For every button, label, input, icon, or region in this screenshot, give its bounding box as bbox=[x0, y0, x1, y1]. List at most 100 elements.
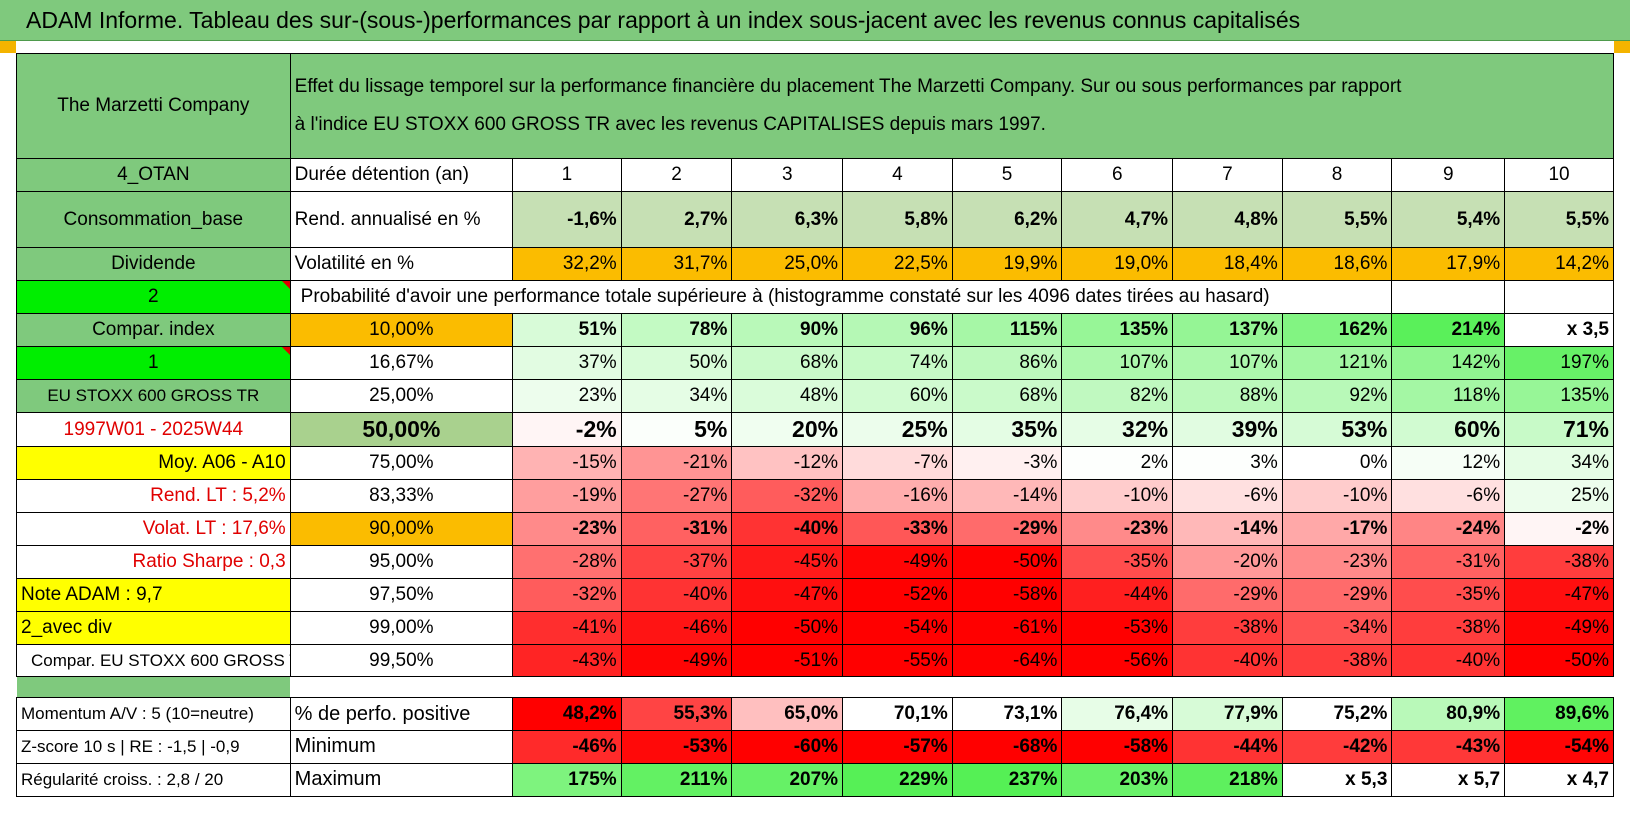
volatility-value: 19,0% bbox=[1061, 247, 1174, 282]
percentile-value: 25% bbox=[842, 412, 953, 448]
percentile-value: -2% bbox=[1504, 511, 1614, 546]
row-duration: 4_OTAN Durée détention (an) 1 2 3 4 5 6 7 8 9 10 bbox=[16, 157, 1614, 192]
percentile-value: -37% bbox=[620, 544, 733, 579]
percentile-value: -2% bbox=[512, 412, 622, 448]
percentile-value: 5% bbox=[620, 412, 733, 448]
percentile-value: -44% bbox=[1061, 577, 1174, 612]
spacer-row bbox=[16, 676, 1614, 699]
label-adam-score: Note ADAM : 9,7 bbox=[16, 577, 291, 612]
volatility-value: 17,9% bbox=[1391, 247, 1506, 282]
company-name: The Marzetti Company bbox=[16, 53, 291, 159]
percentile-value: 34% bbox=[620, 379, 733, 414]
performance-table: The Marzetti Company Effet du lissage te… bbox=[16, 53, 1615, 798]
percentile-value: -49% bbox=[842, 544, 953, 579]
percentile-value: -21% bbox=[620, 446, 733, 480]
label-volatility: Volatilité en % bbox=[289, 247, 514, 282]
percentile-value: -12% bbox=[731, 446, 844, 480]
percentile-value: 90% bbox=[731, 313, 844, 348]
year-header: 2 bbox=[620, 157, 733, 192]
return-value: 6,3% bbox=[731, 190, 844, 249]
percentile-row: Ratio Sharpe : 0,3 95,00% -28% -37% -45% -49%… bbox=[16, 544, 1614, 579]
percentile-row: Compar. EU STOXX 600 GROSS TR 99,50% -43% -… bbox=[16, 643, 1614, 678]
volatility-value: 18,4% bbox=[1172, 247, 1283, 282]
percentile-value: -34% bbox=[1281, 610, 1393, 645]
percentile-value: -51% bbox=[731, 643, 844, 678]
percentile-label: 99,00% bbox=[289, 610, 514, 645]
percentile-value: -40% bbox=[731, 511, 844, 546]
percentile-value: 82% bbox=[1061, 379, 1174, 414]
label-return: Rend. annualisé en % bbox=[289, 190, 514, 249]
percentile-value: -35% bbox=[1391, 577, 1506, 612]
percentile-value: 86% bbox=[951, 346, 1063, 381]
percentile-row: Rend. LT : 5,2% 83,33% -19% -27% -32% -16% -14… bbox=[16, 478, 1614, 513]
percentile-label: 97,50% bbox=[289, 577, 514, 612]
positive-value: 48,2% bbox=[512, 697, 622, 731]
description-line-2: à l'indice EU STOXX 600 GROSS TR avec le… bbox=[294, 113, 1046, 135]
minimum-value: -58% bbox=[1061, 729, 1174, 764]
positive-value: 89,6% bbox=[1504, 697, 1614, 731]
percentile-value: 48% bbox=[731, 379, 844, 414]
stat-side-label: Momentum A/V : 5 (10=neutre) bbox=[16, 697, 291, 731]
table-description: Effet du lissage temporel sur la perform… bbox=[289, 53, 1615, 159]
percentile-value: 53% bbox=[1281, 412, 1393, 448]
row-probability-header: 2 Probabilité d'avoir une performance tot… bbox=[16, 280, 1614, 315]
empty-cell bbox=[1504, 280, 1614, 315]
percentile-value: 214% bbox=[1391, 313, 1506, 348]
percentile-value: -54% bbox=[842, 610, 953, 645]
spacer-cell bbox=[16, 676, 291, 699]
minimum-value: -68% bbox=[951, 729, 1063, 764]
percentile-row: Compar. index 10,00% 51% 78% 90% 96% 115% 135% 1… bbox=[16, 313, 1614, 348]
percentile-value: -19% bbox=[512, 478, 622, 513]
percentile-value: -32% bbox=[731, 478, 844, 513]
row-positive: Momentum A/V : 5 (10=neutre)% de perfo. … bbox=[16, 697, 1614, 731]
percentile-value: -10% bbox=[1061, 478, 1174, 513]
label-duration: Durée détention (an) bbox=[289, 157, 514, 192]
return-value: 4,7% bbox=[1061, 190, 1174, 249]
row-volatility: Dividende Volatilité en % 32,2% 31,7% 25,0% 2… bbox=[16, 247, 1614, 282]
positive-value: 73,1% bbox=[951, 697, 1063, 731]
right-edge-marker bbox=[1614, 41, 1630, 53]
percentile-row: Moy. A06 - A10 75,00% -15% -21% -12% -7% -3% 2%… bbox=[16, 446, 1614, 480]
percentile-row: Note ADAM : 9,7 97,50% -32% -40% -47% -52% -58… bbox=[16, 577, 1614, 612]
minimum-value: -43% bbox=[1391, 729, 1506, 764]
volatility-value: 31,7% bbox=[620, 247, 733, 282]
percentile-value: 107% bbox=[1061, 346, 1174, 381]
return-value: 5,5% bbox=[1281, 190, 1393, 249]
label-index-name: EU STOXX 600 GROSS TR bbox=[16, 379, 291, 414]
return-value: 2,7% bbox=[620, 190, 733, 249]
percentile-value: 92% bbox=[1281, 379, 1393, 414]
label-compar-index: Compar. index bbox=[16, 313, 291, 348]
percentile-value: -55% bbox=[842, 643, 953, 678]
percentile-value: -23% bbox=[1281, 544, 1393, 579]
percentile-value: -17% bbox=[1281, 511, 1393, 546]
percentile-value: -61% bbox=[951, 610, 1063, 645]
percentile-row: 2_avec div 99,00% -41% -46% -50% -54% -61% -53%… bbox=[16, 610, 1614, 645]
description-line-1: Effet du lissage temporel sur la perform… bbox=[294, 75, 1402, 97]
return-value: 5,8% bbox=[842, 190, 953, 249]
percentile-value: -23% bbox=[512, 511, 622, 546]
percentile-value: 0% bbox=[1281, 446, 1393, 480]
report-title-bar: ADAM Informe. Tableau des sur-(sous-)per… bbox=[0, 0, 1630, 41]
percentile-label: 95,00% bbox=[289, 544, 514, 579]
label-comparison-index: Compar. EU STOXX 600 GROSS TR bbox=[16, 643, 291, 678]
percentile-value: 60% bbox=[842, 379, 953, 414]
percentile-value: -50% bbox=[951, 544, 1063, 579]
minimum-value: -46% bbox=[512, 729, 622, 764]
percentile-value: -64% bbox=[951, 643, 1063, 678]
percentile-value: -40% bbox=[1172, 643, 1283, 678]
percentile-value: -28% bbox=[512, 544, 622, 579]
percentile-label: 99,50% bbox=[289, 643, 514, 678]
percentile-value: -47% bbox=[1504, 577, 1614, 612]
percentile-value: -40% bbox=[620, 577, 733, 612]
percentile-value: -14% bbox=[1172, 511, 1283, 546]
percentile-value: 68% bbox=[731, 346, 844, 381]
year-header: 7 bbox=[1172, 157, 1283, 192]
percentile-label: 25,00% bbox=[289, 379, 514, 414]
percentile-value: 96% bbox=[842, 313, 953, 348]
percentile-value: -35% bbox=[1061, 544, 1174, 579]
percentile-value: -38% bbox=[1172, 610, 1283, 645]
volatility-value: 22,5% bbox=[842, 247, 953, 282]
report-title: ADAM Informe. Tableau des sur-(sous-)per… bbox=[26, 7, 1301, 33]
spacer-cell bbox=[290, 676, 1614, 698]
percentile-value: -38% bbox=[1281, 643, 1393, 678]
